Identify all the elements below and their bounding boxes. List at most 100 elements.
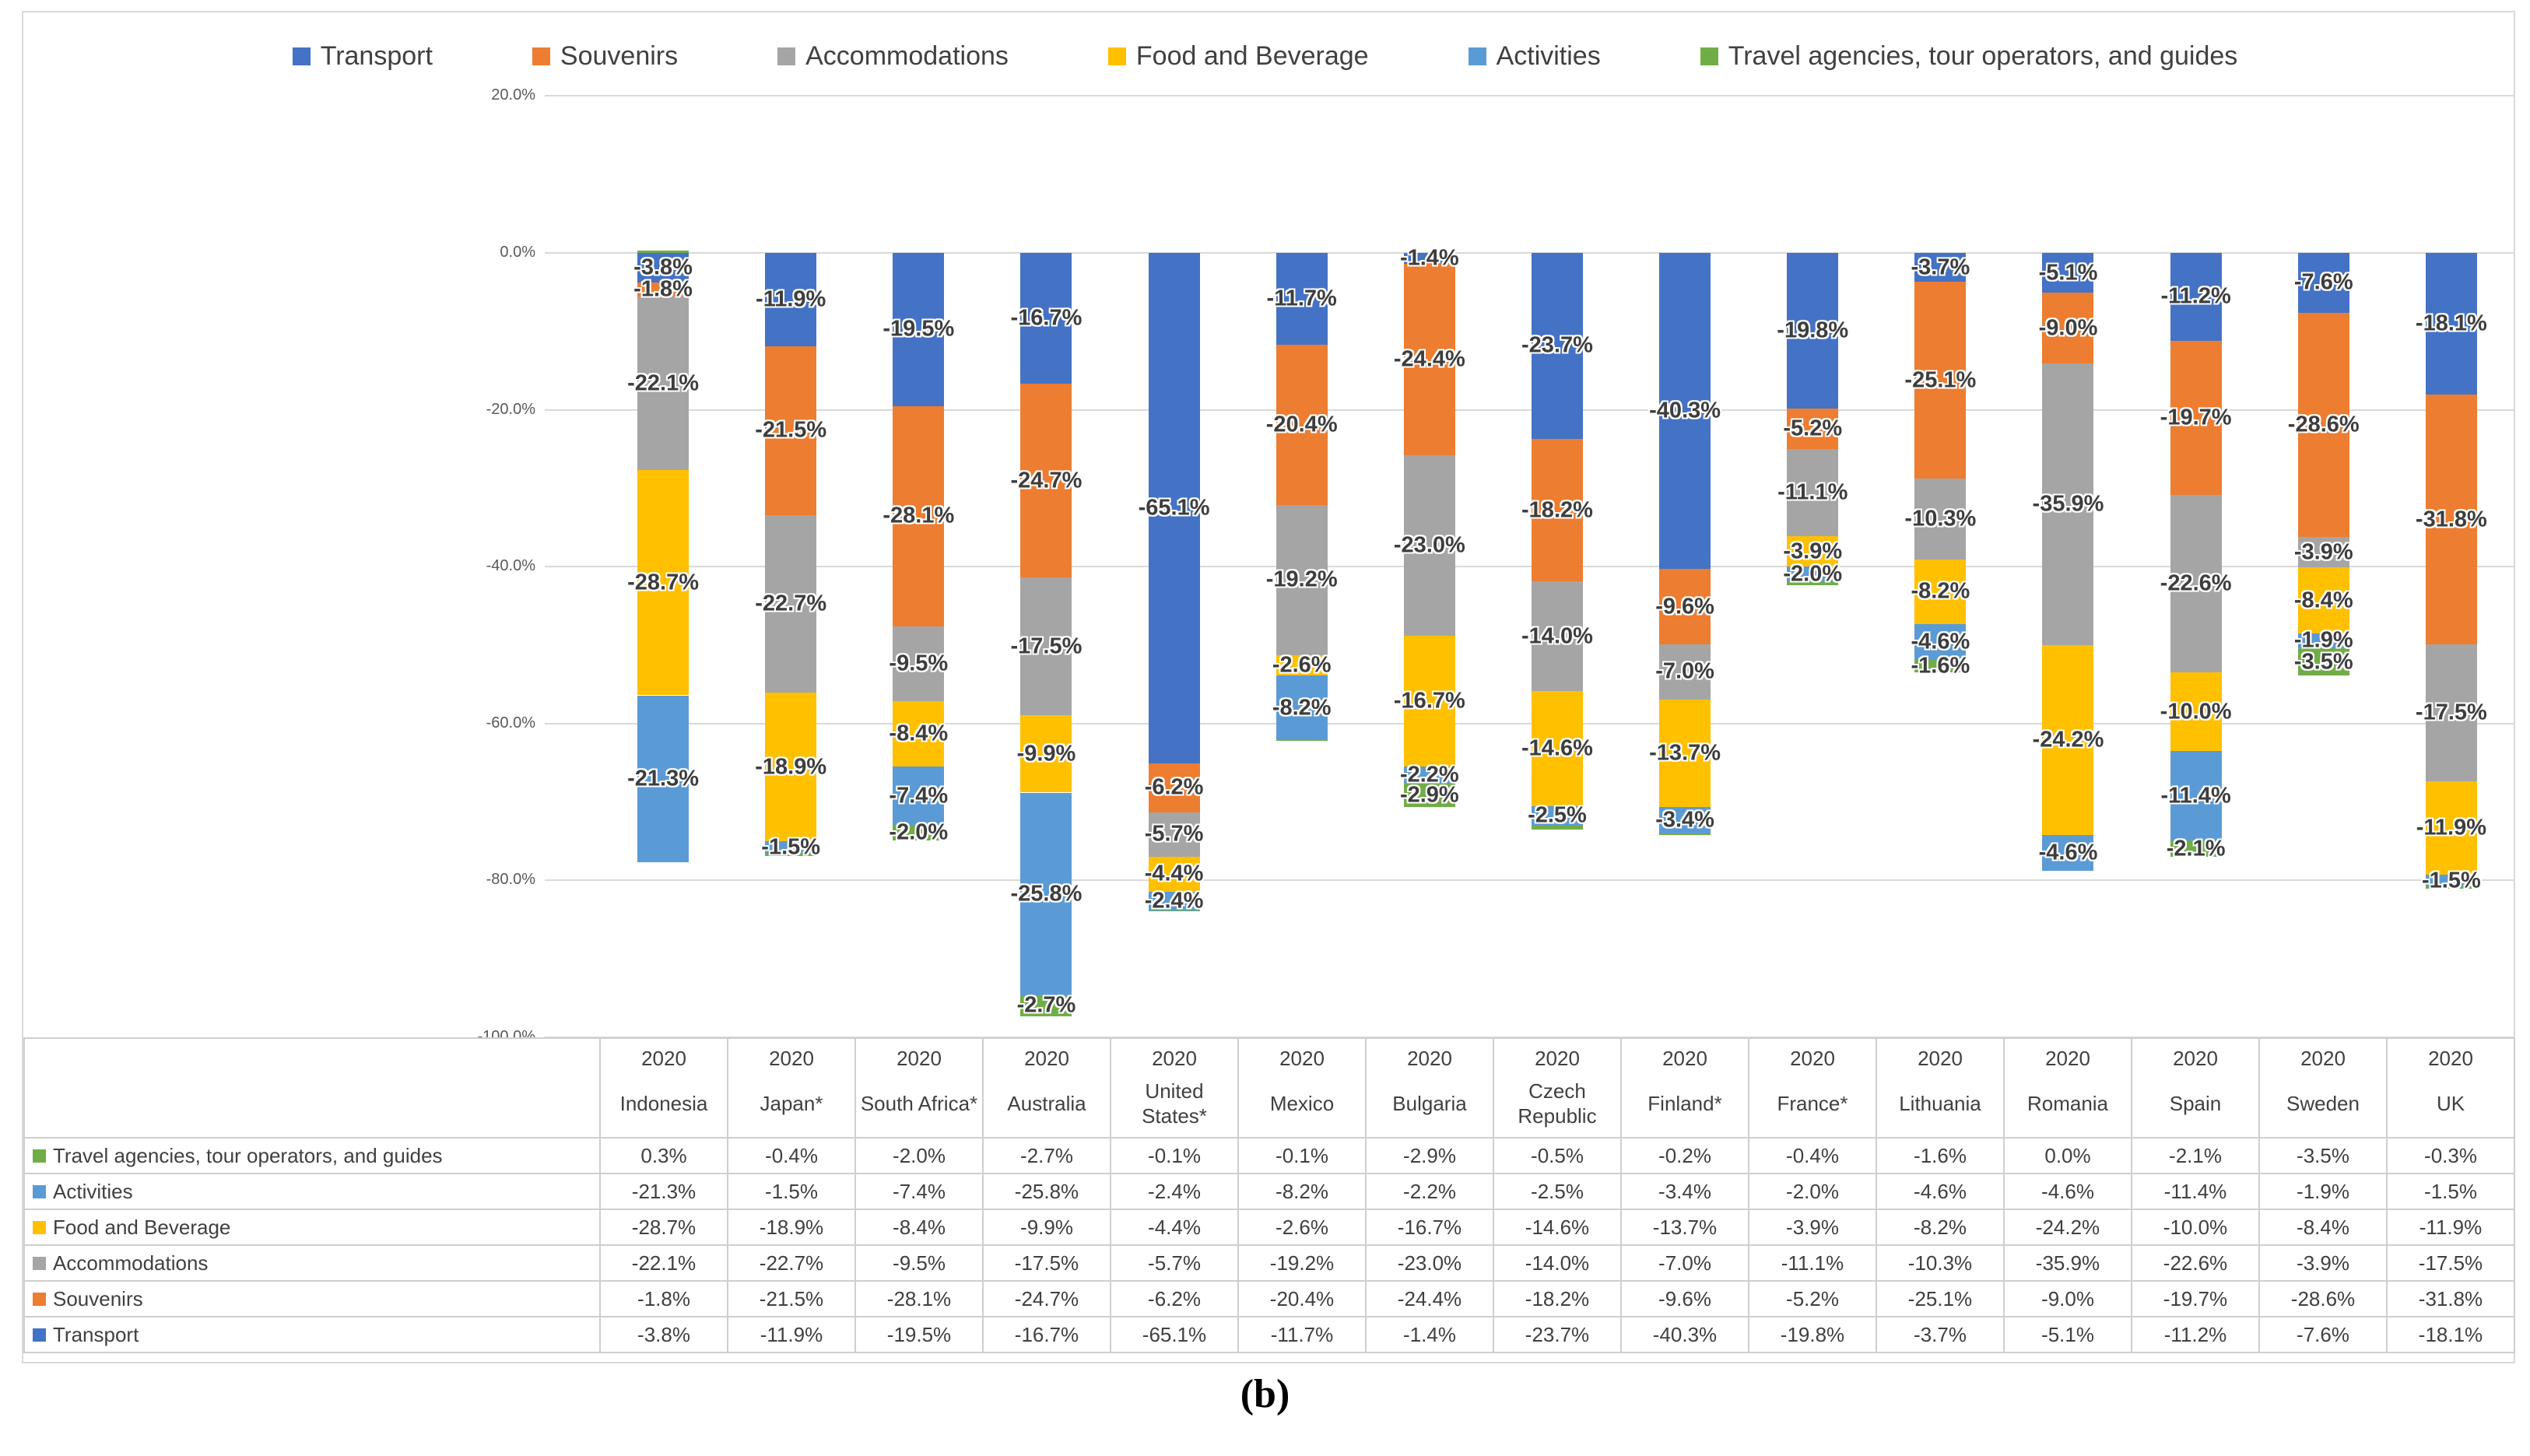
table-row-label-text: Travel agencies, tour operators, and gui… (53, 1143, 443, 1167)
bar-segment[interactable] (1659, 569, 1711, 644)
bar-segment[interactable] (1276, 739, 1328, 741)
bar-segment[interactable] (637, 250, 690, 253)
bar-segment[interactable] (2042, 645, 2094, 835)
bar-segment[interactable] (637, 253, 690, 283)
bar-segment[interactable] (637, 282, 690, 297)
bar-segment[interactable] (1787, 535, 1839, 567)
bar-segment[interactable] (893, 253, 945, 406)
bar-segment[interactable] (1148, 910, 1200, 911)
bar-segment[interactable] (1914, 623, 1967, 661)
bar-segment[interactable] (1787, 449, 1839, 536)
bar-segment[interactable] (1914, 253, 1967, 282)
bar-segment[interactable] (1914, 660, 1967, 673)
bar-segment[interactable] (1276, 253, 1328, 345)
bar-segment[interactable] (1787, 582, 1839, 586)
bar-segment[interactable] (637, 296, 690, 471)
bar-segment[interactable] (2042, 834, 2094, 872)
legend-item[interactable]: Food and Beverage (1107, 41, 1369, 72)
bar-segment[interactable] (1020, 253, 1072, 384)
bar-segment[interactable] (1276, 504, 1328, 656)
bar-segment[interactable] (1659, 253, 1711, 570)
bar-segment[interactable] (2425, 395, 2477, 644)
bar-segment[interactable] (1403, 264, 1455, 456)
bar-segment[interactable] (1020, 714, 1072, 793)
bar-segment[interactable] (1148, 763, 1200, 812)
legend-item[interactable]: Accommodations (777, 41, 1009, 72)
bar-segment[interactable] (893, 700, 945, 767)
bar-segment[interactable] (2170, 495, 2222, 673)
bar-segment[interactable] (1659, 699, 1711, 807)
bar-segment[interactable] (2042, 293, 2094, 364)
bar-segment[interactable] (1276, 344, 1328, 505)
bar-segment[interactable] (1531, 825, 1583, 830)
bar-segment[interactable] (1148, 812, 1200, 858)
bar-segment[interactable] (765, 253, 817, 346)
bar-segment[interactable] (765, 853, 817, 857)
bar-segment[interactable] (1787, 408, 1839, 449)
legend-item[interactable]: Souvenirs (532, 41, 678, 72)
bar-segment[interactable] (2170, 253, 2222, 341)
bar-segment[interactable] (1276, 675, 1328, 740)
bar-segment[interactable] (2297, 536, 2349, 568)
bar-segment[interactable] (1531, 253, 1583, 439)
bar-segment[interactable] (1531, 581, 1583, 692)
legend-item[interactable]: Transport (292, 41, 433, 72)
bar-segment[interactable] (765, 514, 817, 693)
bar-segment[interactable] (2425, 886, 2477, 889)
bar-segment[interactable] (1403, 784, 1455, 807)
bar-segment[interactable] (893, 824, 945, 840)
bar-segment-label: -19.7% (2160, 405, 2232, 430)
bar-segment[interactable] (1148, 253, 1200, 764)
bar-segment[interactable] (2425, 875, 2477, 887)
bar-segment[interactable] (637, 470, 690, 696)
bar-segment[interactable] (1914, 282, 1967, 479)
bar-segment[interactable] (765, 841, 817, 854)
bar-segment[interactable] (1148, 857, 1200, 892)
bar-segment[interactable] (1659, 833, 1711, 835)
bar-segment[interactable] (2425, 253, 2477, 395)
bar-segment[interactable] (2042, 363, 2094, 645)
bar-segment[interactable] (2170, 672, 2222, 752)
bar-segment[interactable] (1403, 455, 1455, 636)
bar-segment[interactable] (2297, 567, 2349, 633)
bar-segment[interactable] (1787, 253, 1839, 409)
bar-segment[interactable] (2170, 340, 2222, 496)
table-header-year: 2020 (1152, 1047, 1197, 1070)
bar-segment[interactable] (1403, 635, 1455, 767)
bar-segment[interactable] (765, 693, 817, 841)
bar-segment[interactable] (1659, 644, 1711, 700)
bar-segment[interactable] (893, 405, 945, 626)
bar-segment[interactable] (1531, 805, 1583, 826)
bar-segment[interactable] (1276, 655, 1328, 676)
bar-segment[interactable] (893, 626, 945, 701)
bar-segment[interactable] (2297, 633, 2349, 649)
bar-segment[interactable] (1020, 995, 1072, 1016)
bar-segment[interactable] (637, 695, 690, 863)
bar-segment[interactable] (1787, 567, 1839, 583)
bar-segment[interactable] (1914, 560, 1967, 624)
bar-segment[interactable] (1403, 767, 1455, 784)
bar-segment[interactable] (1020, 577, 1072, 715)
bar-segment[interactable] (2297, 312, 2349, 537)
bar-segment[interactable] (1914, 479, 1967, 560)
bar-segment-label: -35.9% (2032, 491, 2104, 517)
bar-segment[interactable] (765, 346, 817, 515)
bar-segment[interactable] (2297, 648, 2349, 676)
bar-segment[interactable] (1020, 384, 1072, 578)
bar-segment[interactable] (1531, 691, 1583, 806)
bar-segment[interactable] (1531, 438, 1583, 582)
bar-segment[interactable] (1148, 891, 1200, 910)
bar-segment[interactable] (1020, 792, 1072, 995)
bar-segment[interactable] (2425, 781, 2477, 875)
legend-item[interactable]: Activities (1468, 41, 1601, 72)
bar-segment[interactable] (1659, 806, 1711, 833)
bar-segment[interactable] (2042, 253, 2094, 293)
legend-item[interactable]: Travel agencies, tour operators, and gui… (1700, 41, 2237, 72)
gridline (545, 566, 2515, 568)
bar-segment[interactable] (893, 767, 945, 825)
bar-segment[interactable] (1403, 253, 1455, 265)
bar-segment[interactable] (2170, 751, 2222, 840)
bar-segment[interactable] (2297, 253, 2349, 313)
bar-segment[interactable] (2170, 840, 2222, 858)
bar-segment[interactable] (2425, 644, 2477, 782)
